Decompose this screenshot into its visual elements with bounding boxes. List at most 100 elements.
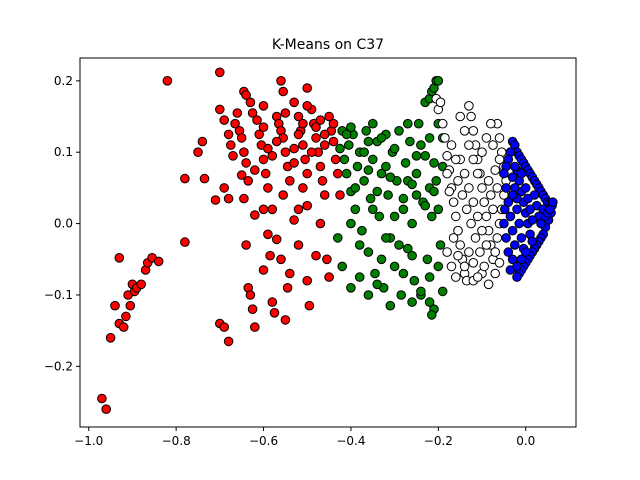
data-point	[475, 247, 485, 257]
data-point	[302, 83, 313, 93]
data-point	[520, 183, 531, 193]
data-point	[477, 147, 487, 157]
x-tick-label: −0.8	[162, 434, 191, 448]
data-point	[223, 193, 234, 204]
data-point	[492, 183, 503, 193]
data-point	[370, 268, 380, 279]
data-point	[365, 193, 376, 204]
data-point	[311, 250, 321, 261]
data-point	[302, 200, 313, 211]
data-point	[381, 161, 391, 172]
data-point	[503, 247, 514, 257]
data-point	[223, 336, 234, 347]
data-point	[433, 204, 444, 215]
data-point	[411, 151, 422, 161]
data-point	[407, 250, 417, 261]
data-point	[368, 204, 378, 215]
data-point	[468, 197, 479, 207]
data-point	[394, 126, 404, 136]
data-point	[328, 136, 339, 147]
data-point	[241, 90, 251, 100]
x-tick-label: −1.0	[74, 434, 103, 448]
data-point	[280, 315, 291, 325]
data-point	[243, 176, 253, 186]
data-point	[464, 183, 474, 193]
data-point	[424, 272, 435, 282]
data-point	[300, 154, 310, 165]
data-point	[472, 272, 483, 282]
data-point	[507, 225, 518, 236]
data-point	[258, 204, 269, 215]
data-point	[289, 97, 299, 108]
data-point	[389, 211, 400, 222]
data-point	[407, 297, 417, 307]
data-point	[333, 168, 343, 179]
data-point	[453, 250, 463, 261]
data-point	[258, 265, 269, 275]
data-point	[280, 147, 291, 157]
data-point	[219, 183, 229, 193]
data-point	[500, 204, 510, 215]
data-point	[400, 158, 411, 168]
data-point	[468, 258, 479, 268]
data-point	[210, 195, 221, 205]
data-point	[446, 140, 457, 150]
data-point	[245, 97, 256, 108]
data-point	[298, 183, 308, 193]
data-point	[114, 252, 125, 263]
data-point	[247, 304, 258, 315]
data-point	[350, 204, 361, 215]
data-point	[304, 300, 315, 311]
data-point	[354, 272, 365, 282]
data-point	[464, 247, 474, 257]
data-point	[403, 118, 413, 129]
data-point	[239, 193, 249, 204]
data-point	[490, 268, 501, 279]
data-point	[215, 104, 225, 115]
data-point	[431, 176, 442, 186]
data-point	[501, 183, 511, 193]
data-point	[267, 151, 278, 161]
data-point	[459, 261, 470, 272]
data-point	[278, 190, 289, 200]
data-point	[263, 143, 273, 154]
data-point	[427, 211, 437, 222]
data-point	[241, 158, 251, 168]
data-point	[319, 140, 330, 150]
data-point	[510, 161, 520, 172]
data-point	[298, 140, 308, 150]
data-point	[335, 190, 345, 200]
data-point	[276, 76, 286, 86]
data-point	[293, 129, 304, 140]
data-point	[219, 115, 229, 125]
data-point	[215, 67, 225, 78]
data-point	[236, 170, 247, 180]
data-point	[247, 108, 258, 118]
data-point	[315, 161, 326, 172]
data-point	[267, 297, 278, 307]
data-point	[335, 143, 345, 154]
data-point	[280, 108, 291, 118]
data-point	[481, 211, 492, 222]
data-point	[453, 176, 463, 186]
data-point	[411, 168, 422, 179]
data-point	[507, 190, 518, 200]
data-point	[420, 151, 431, 161]
data-point	[398, 204, 409, 215]
data-point	[302, 101, 313, 111]
data-point	[250, 210, 260, 220]
data-point	[383, 190, 393, 200]
data-point	[236, 133, 247, 143]
data-point	[494, 133, 505, 143]
data-point	[448, 197, 459, 207]
points-layer	[97, 67, 558, 415]
data-point	[341, 129, 352, 140]
data-point	[483, 176, 494, 186]
data-point	[339, 154, 350, 165]
data-point	[481, 133, 492, 143]
data-point	[319, 190, 330, 200]
data-point	[407, 179, 417, 190]
data-point	[461, 204, 472, 215]
data-point	[228, 151, 238, 161]
